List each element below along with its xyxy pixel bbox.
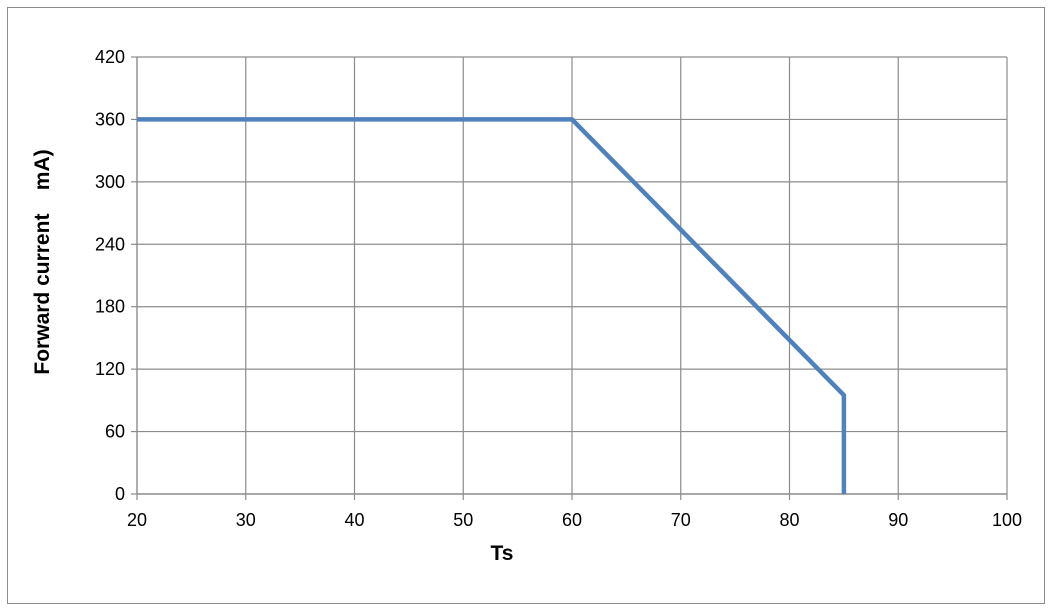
y-tick-label: 240 [95,234,125,254]
y-tick-label: 0 [115,484,125,504]
x-tick-label: 30 [236,510,256,530]
y-tick-label: 60 [105,422,125,442]
y-axis-title: Forward current mA) [31,149,54,374]
x-tick-label: 20 [127,510,147,530]
x-tick-label: 90 [888,510,908,530]
x-axis-title: Ts [491,542,514,565]
data-series [137,117,847,494]
series-line-0 [137,117,847,494]
chart-area [7,7,1045,604]
y-tick-label: 180 [95,297,125,317]
x-tick-labels: 20 30 40 50 60 70 80 90 100 [127,510,1022,530]
x-tick-label: 80 [779,510,799,530]
y-tick-label: 360 [95,109,125,129]
x-tick-label: 50 [453,510,473,530]
x-tick-label: 100 [992,510,1022,530]
y-tick-label: 120 [95,359,125,379]
axes [131,56,1008,500]
y-tick-label: 300 [95,172,125,192]
x-tick-label: 40 [344,510,364,530]
x-tick-label: 60 [562,510,582,530]
gridlines [137,56,1008,494]
y-tick-labels: 0 60 120 180 240 300 360 420 [95,47,125,504]
x-tick-label: 70 [671,510,691,530]
y-tick-label: 420 [95,47,125,67]
